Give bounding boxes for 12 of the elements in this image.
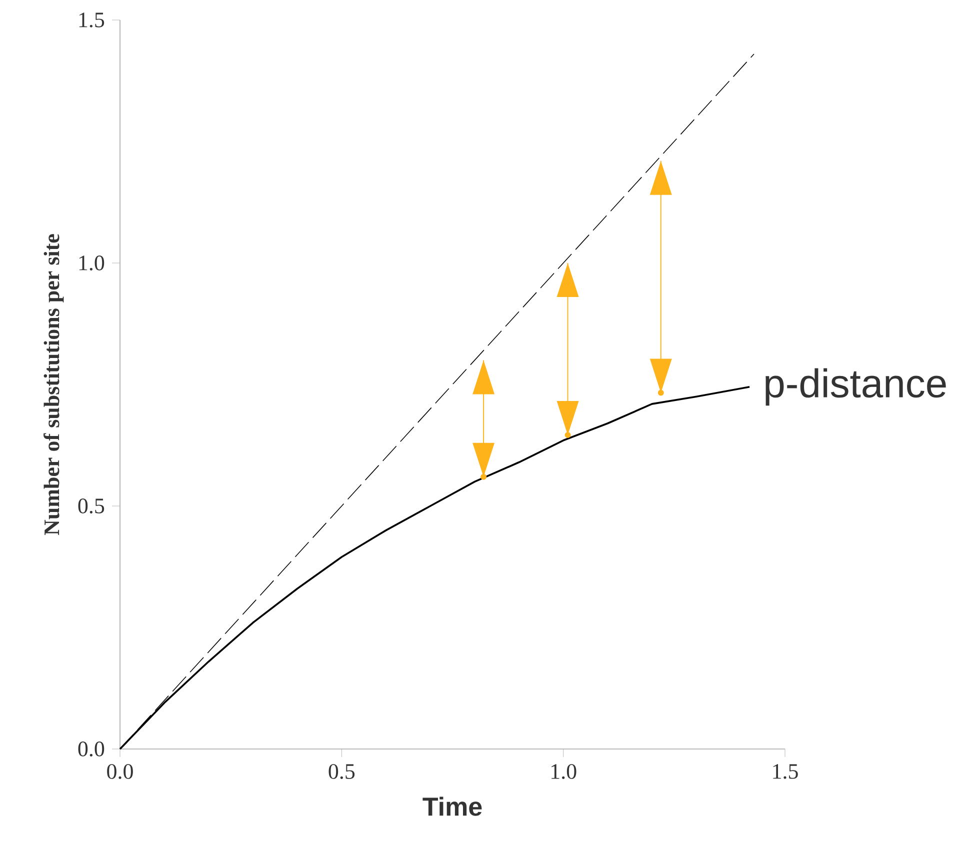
y-tick-label: 1.0 xyxy=(79,256,104,270)
y-axis-title: Number of substitutions per site xyxy=(44,234,64,536)
point xyxy=(480,474,487,480)
x-tick-label: 0.5 xyxy=(328,764,355,780)
x-tick-label: 1.0 xyxy=(552,764,576,780)
x-tick-label: 0.0 xyxy=(107,764,133,780)
series-label: p-distance xyxy=(766,368,946,406)
y-tick-label: 1.5 xyxy=(79,12,104,28)
y-tick-label: 0.0 xyxy=(78,742,104,756)
x-tick-label: 1.5 xyxy=(773,764,798,779)
x-axis-title: Time xyxy=(422,796,482,816)
y-tick-label: 0.5 xyxy=(78,498,104,514)
